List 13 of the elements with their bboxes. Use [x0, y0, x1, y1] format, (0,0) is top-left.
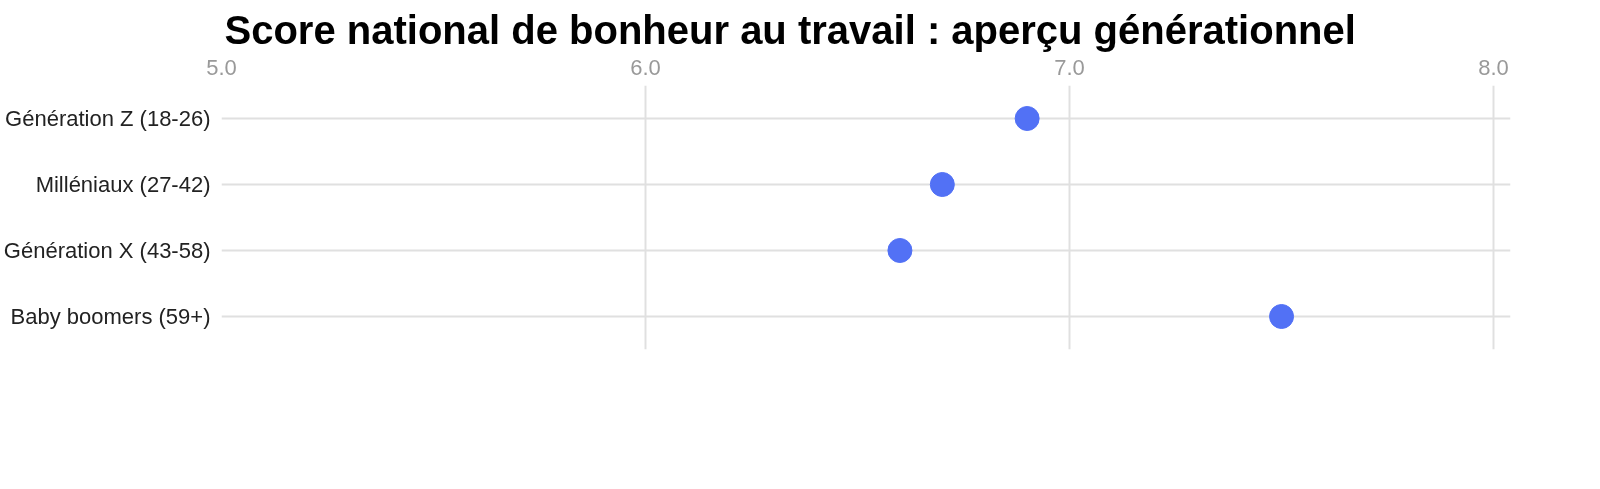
x-tick-label: 5.0: [206, 54, 237, 80]
y-tick-label: Milléniaux (27-42): [35, 172, 211, 197]
x-tick-label: 8.0: [1478, 54, 1509, 80]
x-tick-label: 6.0: [630, 54, 661, 80]
point: [1269, 304, 1295, 329]
y-tick-label: Génération X (43-58): [3, 238, 211, 263]
chart-title: Score national de bonheur au travail : aperçu générationnel: [224, 7, 1356, 52]
y-tick-label: Baby boomers (59+): [10, 304, 211, 329]
point: [1014, 106, 1040, 131]
point: [887, 238, 913, 263]
y-tick-label: Génération Z (18-26): [5, 106, 211, 131]
x-tick-label: 7.0: [1054, 54, 1085, 80]
point: [929, 172, 955, 197]
